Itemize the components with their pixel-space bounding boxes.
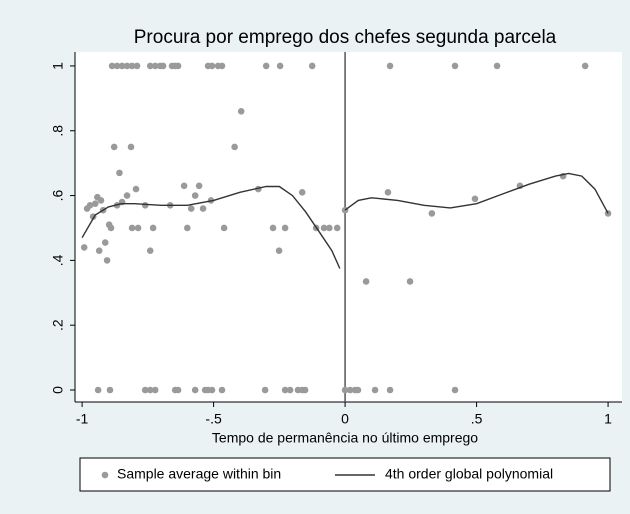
data-point — [326, 224, 333, 232]
data-point — [191, 192, 199, 199]
data-point — [94, 386, 102, 394]
y-tick-label: .8 — [50, 125, 66, 137]
data-point — [106, 386, 114, 394]
data-point — [128, 62, 136, 70]
data-point — [159, 62, 167, 70]
data-point — [103, 257, 111, 264]
data-point — [180, 182, 188, 190]
data-point — [218, 386, 226, 394]
data-point — [346, 386, 354, 394]
x-tick-label: .5 — [471, 411, 483, 427]
data-point — [262, 62, 270, 70]
data-point — [276, 62, 284, 70]
data-point — [187, 205, 195, 212]
data-point — [341, 386, 349, 394]
y-tick-label: .4 — [50, 254, 66, 266]
x-tick-label: -1 — [76, 411, 89, 427]
data-point — [386, 386, 394, 394]
data-point — [107, 224, 115, 232]
x-axis-label: Tempo de permanência no último emprego — [212, 430, 478, 446]
data-point — [123, 192, 131, 199]
data-point — [116, 169, 123, 177]
data-point — [123, 62, 131, 70]
data-point — [471, 195, 479, 203]
data-point — [384, 189, 392, 196]
data-point — [91, 200, 99, 207]
data-point — [101, 239, 109, 246]
data-point — [320, 224, 328, 232]
y-tick-label: 1 — [50, 62, 66, 70]
x-tick-label: -.5 — [205, 411, 222, 427]
data-point — [333, 224, 341, 232]
data-point — [308, 62, 316, 70]
legend-label: 4th order global polynomial — [385, 466, 553, 482]
data-point — [195, 182, 203, 190]
data-point — [128, 224, 136, 232]
data-point — [237, 108, 245, 115]
data-point — [141, 201, 149, 209]
data-point — [146, 62, 154, 70]
data-point — [386, 62, 394, 70]
data-point — [151, 386, 159, 394]
data-point — [149, 224, 157, 232]
data-point — [146, 247, 154, 254]
data-point — [134, 224, 142, 232]
data-point — [174, 62, 182, 70]
data-point — [97, 197, 105, 204]
data-point — [269, 224, 277, 232]
data-point — [208, 386, 216, 394]
data-point — [281, 224, 289, 232]
data-point — [183, 224, 191, 232]
data-point — [581, 62, 589, 70]
data-point — [286, 386, 294, 394]
data-point — [191, 386, 199, 394]
legend-label: Sample average within bin — [117, 466, 281, 482]
data-point — [208, 62, 216, 70]
data-point — [371, 386, 379, 394]
data-point — [220, 224, 228, 232]
data-point — [86, 201, 94, 209]
data-point — [199, 205, 207, 212]
data-point — [127, 143, 135, 151]
data-point — [118, 62, 126, 70]
data-point — [80, 244, 88, 251]
data-point — [218, 62, 226, 70]
data-point — [428, 210, 436, 217]
data-point — [132, 185, 140, 193]
data-point — [113, 62, 121, 70]
data-point — [298, 189, 306, 196]
data-point — [451, 386, 459, 394]
data-point — [108, 62, 116, 70]
data-point — [146, 386, 154, 394]
data-point — [362, 278, 370, 285]
data-point — [151, 62, 159, 70]
legend-marker — [101, 471, 109, 479]
y-tick-label: 0 — [50, 386, 66, 394]
data-point — [231, 143, 238, 151]
data-point — [95, 247, 103, 254]
chart-title: Procura por emprego dos chefes segunda p… — [134, 27, 557, 48]
y-tick-label: .6 — [50, 190, 66, 202]
fit-line — [81, 172, 609, 269]
data-point — [301, 386, 309, 394]
plot-area — [75, 52, 622, 402]
y-tick-label: .2 — [50, 319, 66, 331]
x-tick-label: 1 — [604, 411, 612, 427]
x-tick-label: 0 — [341, 411, 349, 427]
data-point — [451, 62, 459, 70]
data-point — [174, 386, 182, 394]
data-point — [110, 143, 118, 151]
data-point — [261, 386, 269, 394]
data-point — [275, 247, 283, 254]
data-point — [281, 386, 289, 394]
data-point — [141, 386, 149, 394]
data-point — [493, 62, 501, 70]
data-point — [406, 278, 414, 285]
data-point — [354, 386, 362, 394]
data-point — [133, 62, 141, 70]
